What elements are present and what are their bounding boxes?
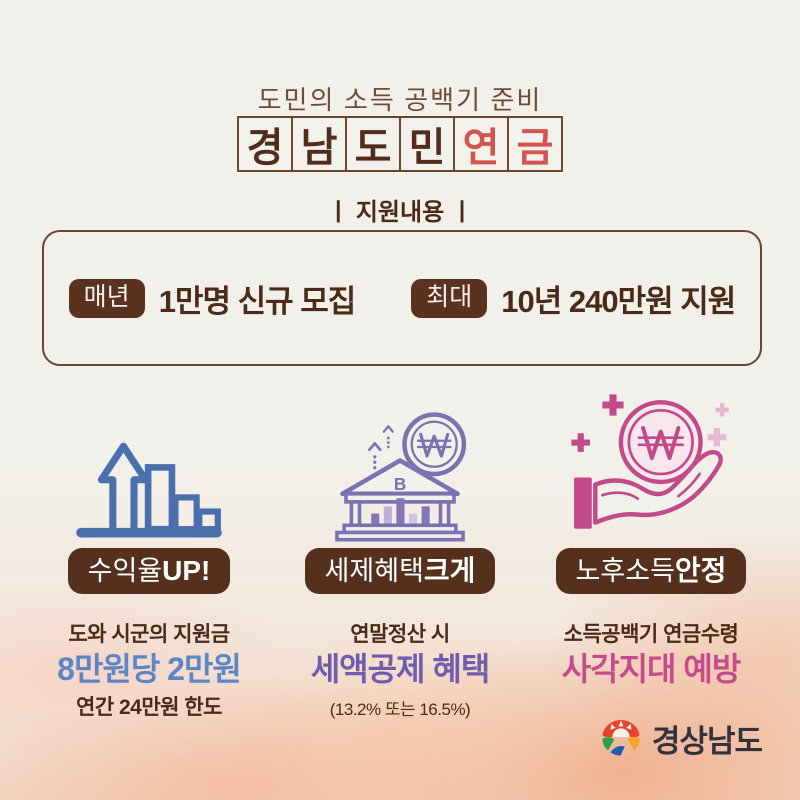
badge-yearly: 매년 (68, 278, 145, 318)
support-item-max: 최대 10년 240만원 지원 (411, 276, 736, 321)
support-text-max: 10년 240만원 지원 (501, 283, 736, 319)
benefit-column-oldage: 노후소득 안정 소득공백기 연금수령 사각지대 예방 (530, 380, 772, 721)
button-label-prefix: 수익율 (87, 556, 163, 586)
benefit-button-tax: 세제혜택 크게 (304, 548, 496, 594)
benefit-column-tax: B 세제혜택 크게 연말정산 시 세액공제 혜택 (13.2% 또는 (279, 380, 521, 721)
svg-text:B: B (394, 475, 406, 494)
benefit-button-oldage: 노후소득 안정 (555, 548, 747, 594)
badge-max: 최대 (411, 278, 488, 318)
benefit-button-returns: 수익율 UP! (67, 548, 231, 594)
bar-chart-growth-icon (74, 380, 224, 542)
support-summary-box: 매년 1만명 신규 모집 최대 10년 240만원 지원 (42, 230, 762, 366)
benefits-row: 수익율 UP! 도와 시군의 지원금 8만원당 2만원 연간 24만원 한도 (0, 380, 800, 721)
title-char-box: 금 (507, 116, 563, 172)
bank-tax-benefit-icon: B (319, 380, 481, 542)
benefit-highlight: 8만원당 2만원 (57, 651, 242, 687)
section-label: ㅣ 지원내용 ㅣ (327, 199, 473, 226)
poster-title: 경 남 도 민 연 금 (0, 116, 800, 172)
title-char-box: 남 (291, 116, 347, 172)
org-name: 경상남도 (651, 724, 763, 759)
title-char-box: 민 (399, 116, 455, 172)
button-label-prefix: 노후소득 (575, 556, 675, 586)
benefit-line1: 도와 시군의 지원금 (68, 623, 230, 646)
benefit-column-returns: 수익율 UP! 도와 시군의 지원금 8만원당 2만원 연간 24만원 한도 (28, 380, 270, 721)
title-char-box: 도 (345, 116, 401, 172)
benefit-line3: 연간 24만원 한도 (76, 696, 222, 720)
button-label-emphasis: 안정 (674, 555, 727, 586)
title-char-box: 경 (237, 116, 293, 172)
org-logo: 경상남도 (598, 713, 763, 764)
benefit-highlight: 사각지대 예방 (561, 651, 742, 687)
benefit-line1: 소득공백기 연금수령 (563, 623, 739, 646)
benefit-highlight: 세액공제 혜택 (310, 651, 491, 687)
benefit-note: (13.2% 또는 16.5%) (329, 700, 471, 720)
hand-holding-coin-icon (567, 380, 735, 542)
gyeongsangnamdo-emblem-icon (598, 713, 644, 764)
support-text-yearly: 1만명 신규 모집 (158, 283, 357, 319)
button-label-emphasis: UP! (162, 555, 211, 586)
support-item-yearly: 매년 1만명 신규 모집 (68, 276, 357, 321)
button-label-prefix: 세제혜택 (324, 556, 424, 586)
poster-subtitle: 도민의 소득 공백기 준비 (257, 86, 543, 115)
benefit-line1: 연말정산 시 (350, 623, 450, 646)
button-label-emphasis: 크게 (423, 555, 476, 586)
title-char-box: 연 (453, 116, 509, 172)
